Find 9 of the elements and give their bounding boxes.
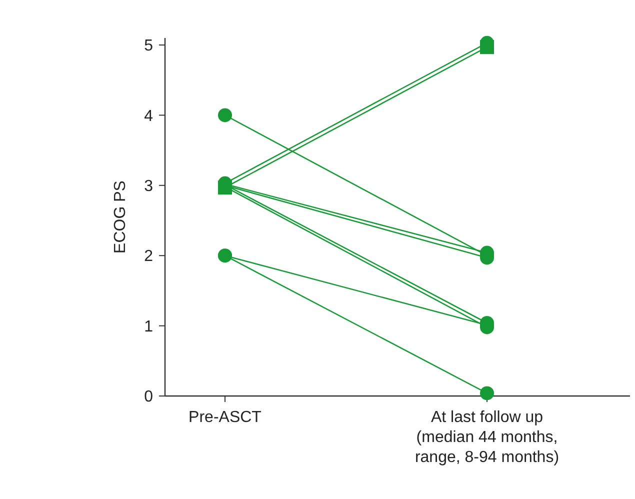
y-axis-title: ECOG PS xyxy=(112,180,129,254)
y-tick-label: 4 xyxy=(144,108,154,125)
y-tick-label: 5 xyxy=(144,38,154,55)
x-tick-label: Pre-ASCT xyxy=(188,409,262,426)
y-tick-label: 1 xyxy=(144,318,154,336)
y-tick-label: 2 xyxy=(144,248,154,266)
y-tick-label: 3 xyxy=(144,178,154,195)
y-tick-label: 0 xyxy=(144,388,154,406)
x-tick-label: At last follow up (median 44 months, range, 8-94 months) xyxy=(414,409,560,466)
